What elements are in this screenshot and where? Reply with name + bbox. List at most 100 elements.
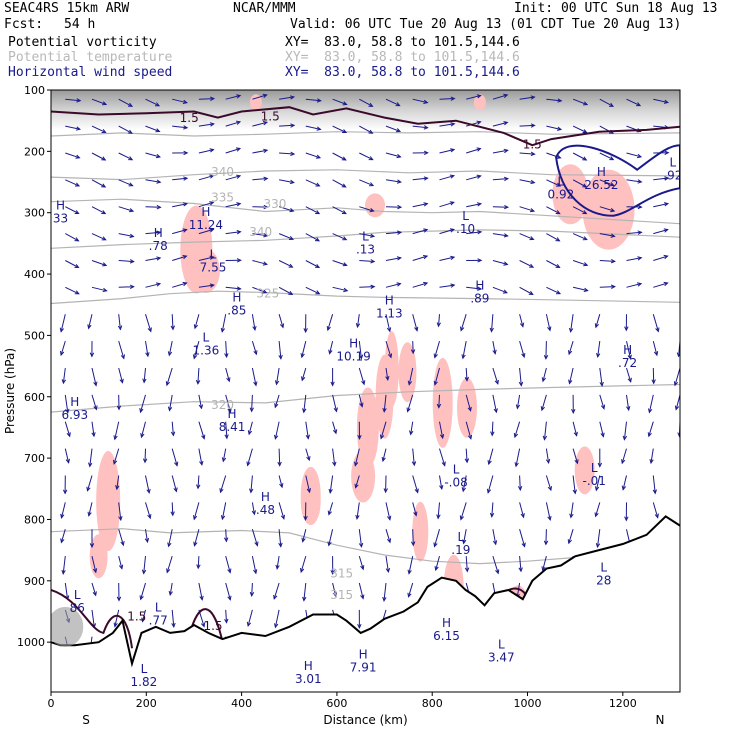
wind-vector [544, 421, 547, 440]
wind-arrowhead [368, 102, 374, 107]
wind-arrowhead [330, 569, 335, 576]
wind-vector [385, 529, 391, 543]
wind-arrowhead [624, 326, 629, 332]
extremum-value-label: 28 [596, 574, 611, 588]
wind-vector [64, 582, 69, 600]
wind-arrowhead [118, 564, 124, 570]
wind-arrowhead [464, 567, 470, 573]
wind-vector [172, 255, 187, 261]
wind-arrowhead [396, 282, 402, 287]
wind-arrowhead [91, 432, 96, 438]
wind-vector [465, 367, 468, 381]
wind-vector [359, 152, 373, 161]
wind-vector [492, 94, 508, 100]
wind-arrowhead [128, 182, 134, 187]
wind-vector [278, 448, 281, 466]
wind-arrowhead [236, 286, 242, 291]
wind-arrowhead [193, 324, 199, 330]
wind-arrowhead [568, 350, 573, 356]
wind-arrowhead [600, 432, 605, 438]
wind-arrowhead [74, 237, 80, 242]
wind-arrowhead [357, 623, 362, 629]
wind-arrowhead [343, 287, 349, 293]
wind-vector [653, 177, 669, 181]
wind-vector [380, 421, 387, 439]
wind-vector [488, 448, 494, 465]
wind-vector [62, 556, 66, 574]
wind-vector [252, 286, 267, 294]
pv-contour-label: 1.5 [523, 137, 542, 151]
wind-vector [278, 502, 285, 519]
wind-arrowhead [342, 129, 348, 133]
wind-arrowhead [439, 484, 444, 491]
wind-vector [166, 367, 173, 386]
wind-arrowhead [168, 590, 173, 597]
wind-arrowhead [301, 376, 306, 382]
wind-vector [118, 367, 123, 383]
wind-arrowhead [423, 125, 429, 130]
wind-vector [599, 367, 603, 386]
wind-arrowhead [627, 354, 632, 360]
wind-arrowhead [477, 286, 483, 291]
wind-vector [91, 260, 107, 266]
wind-vector [542, 367, 547, 382]
wind-arrowhead [288, 235, 295, 240]
wind-vector [64, 394, 69, 413]
wind-vector [516, 394, 521, 409]
wind-vector [492, 286, 508, 294]
wind-arrowhead [223, 537, 229, 543]
wind-arrowhead [423, 99, 429, 104]
wind-arrowhead [128, 156, 134, 161]
wind-vector [439, 149, 455, 154]
wind-vector [434, 529, 440, 547]
wind-arrowhead [410, 541, 416, 547]
wind-arrowhead [61, 569, 66, 575]
wind-vector [492, 121, 508, 127]
y-tick-label: 800 [24, 513, 45, 526]
wind-vector [679, 475, 680, 478]
wind-vector [463, 529, 467, 544]
wind-vector [118, 98, 133, 107]
wind-vector [465, 421, 472, 439]
extremum-value-label: 7.55 [200, 261, 227, 275]
wind-vector [439, 475, 443, 489]
wind-vector [519, 260, 534, 268]
wind-vector [438, 394, 440, 408]
wind-arrowhead [196, 564, 201, 570]
wind-arrowhead [129, 284, 135, 290]
wind-arrowhead [582, 183, 588, 188]
wind-vector [385, 556, 389, 572]
wind-vector [64, 421, 71, 437]
wind-arrowhead [146, 488, 151, 494]
wind-arrowhead [545, 458, 551, 465]
wind-vector [332, 125, 347, 133]
wind-vector [278, 260, 293, 268]
wind-arrowhead [155, 102, 161, 107]
wind-vector [599, 260, 615, 262]
wind-arrowhead [370, 259, 376, 264]
wind-arrowhead [302, 596, 307, 602]
wind-vector [278, 475, 283, 488]
wind-vector [492, 178, 508, 181]
wind-arrowhead [193, 515, 198, 521]
wind-arrowhead [528, 290, 534, 296]
theta-contour [51, 383, 680, 413]
wind-arrowhead [65, 458, 70, 464]
wind-vector [65, 286, 80, 295]
wind-arrowhead [476, 147, 482, 152]
wind-arrowhead [568, 379, 573, 385]
wind-arrowhead [487, 460, 492, 466]
wind-arrowhead [608, 102, 614, 107]
wind-arrowhead [493, 408, 498, 414]
wind-vector [305, 233, 320, 242]
center-title: NCAR/MMM [233, 1, 296, 16]
wind-arrowhead [116, 405, 122, 411]
wind-vector [276, 367, 280, 385]
wind-arrowhead [664, 150, 670, 155]
wind-arrowhead [89, 543, 95, 549]
wind-arrowhead [555, 264, 561, 269]
wind-vector [198, 175, 214, 181]
model-title: SEAC4RS 15km ARW [4, 1, 130, 16]
wind-vector [225, 529, 227, 542]
extremum-type-label: H [304, 659, 313, 673]
